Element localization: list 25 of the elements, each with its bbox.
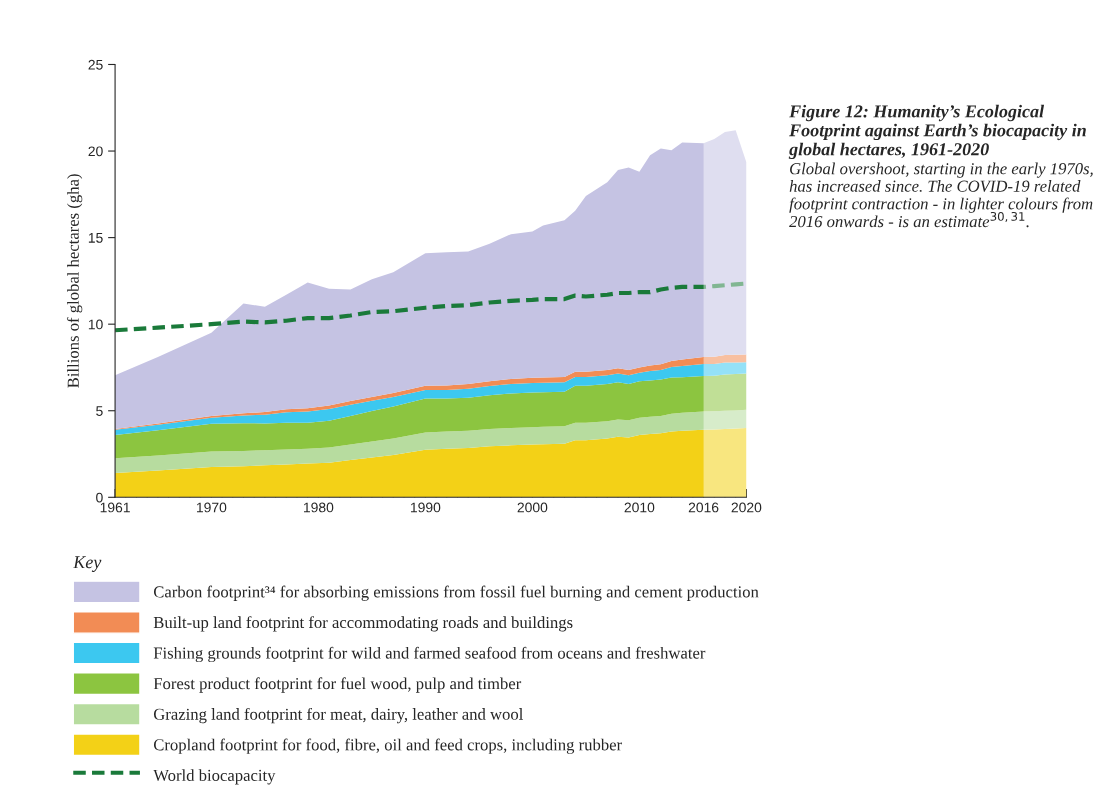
legend-label: Fishing grounds footprint for wild and farmed seafood from oceans and freshwater: [153, 646, 706, 663]
y-axis-title: Billions of global hectares (gha): [66, 174, 83, 388]
y-tick-label: 5: [96, 406, 103, 416]
y-tick-label: 25: [88, 59, 103, 70]
x-tick-label: 2000: [517, 502, 548, 513]
x-tick-label: 2016: [688, 502, 719, 513]
legend-label: Cropland footprint for food, fibre, oil and feed crops, including rubber: [153, 738, 622, 754]
legend-title: Key: [73, 556, 102, 573]
y-tick-label: 20: [88, 146, 103, 157]
x-tick-label: 1970: [196, 502, 227, 513]
text: Global overshoot, starting in the early 1970s, has increased since. The COVID-19 related footprint contraction - in lighter colours from 2016 onwards - is an estimate$^{30,31}$.: [789, 162, 1093, 228]
x-tick-label: 1980: [303, 502, 334, 513]
legend-label: Forest product footprint for fuel wood, pulp and timber: [153, 677, 522, 693]
x-tick-label: 2020: [731, 502, 762, 513]
legend-label: Built-up land footprint for accommodating roads and buildings: [153, 616, 573, 632]
x-tick-label: 1990: [410, 502, 441, 513]
x-tick-label: 1961: [100, 502, 130, 513]
x-tick-label: 2010: [624, 502, 655, 513]
y-tick-label: 15: [88, 233, 103, 243]
text: Figure 12: Humanity’s Ecological Footprint against Earth’s biocapacity in global hectares, 1961-2020: [788, 104, 1086, 160]
legend-label: World biocapacity: [153, 769, 276, 785]
y-tick-label: 0: [96, 492, 103, 503]
legend-label: Carbon footprint³⁴ for absorbing emissions from fossil fuel burning and cement production: [153, 585, 759, 601]
legend-label: Grazing land footprint for meat, dairy, leather and wool: [153, 707, 524, 724]
y-tick-label: 10: [88, 319, 103, 330]
